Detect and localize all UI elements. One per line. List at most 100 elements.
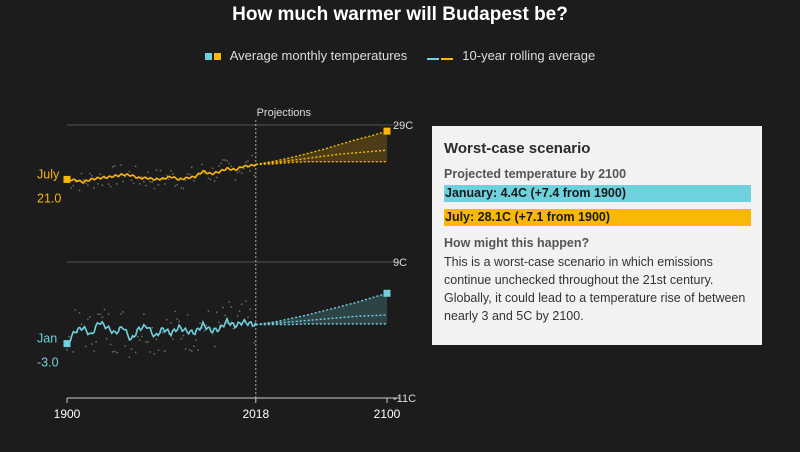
july-monthly-dot xyxy=(174,185,177,187)
january-monthly-dot xyxy=(74,308,77,311)
january-monthly-dot xyxy=(113,350,116,353)
january-projection-mid-line xyxy=(255,314,388,326)
january-monthly-dot xyxy=(172,337,174,340)
january-projection-worst-line xyxy=(255,292,388,326)
july-projection-worst-line xyxy=(255,130,388,166)
july-monthly-dot xyxy=(72,184,75,187)
july-monthly-dot xyxy=(107,183,110,186)
july-monthly-dot xyxy=(130,179,133,182)
january-monthly-dot xyxy=(147,341,150,343)
july-monthly-dot xyxy=(253,174,256,177)
july-monthly-dot xyxy=(234,179,237,181)
january-monthly-dot xyxy=(97,313,100,316)
july-monthly-dot xyxy=(244,161,247,164)
january-monthly-dot xyxy=(188,349,191,351)
january-monthly-dot xyxy=(80,323,83,326)
january-monthly-dot xyxy=(130,348,133,350)
july-monthly-dot xyxy=(149,180,152,183)
july-monthly-dot xyxy=(226,159,229,162)
january-monthly-dot xyxy=(134,351,137,354)
january-monthly-dot xyxy=(240,303,243,306)
july-monthly-dot xyxy=(188,173,191,176)
projection-bands xyxy=(255,130,388,326)
x-tick-1900: 1900 xyxy=(54,407,81,421)
january-monthly-dot xyxy=(107,313,110,316)
july-monthly-dot xyxy=(224,159,226,161)
january-monthly-dot xyxy=(122,311,125,313)
january-monthly-dot xyxy=(186,313,189,316)
january-monthly-dot xyxy=(149,351,152,353)
july-projection-low-line xyxy=(255,161,387,166)
july-series-label: July xyxy=(37,167,60,181)
july-end-marker xyxy=(383,127,391,135)
july-monthly-dot xyxy=(220,162,222,165)
january-series-label: Jan xyxy=(37,332,57,346)
y-label-29c: 29C xyxy=(393,120,413,132)
january-monthly-dot xyxy=(244,300,247,303)
july-monthly-dot xyxy=(249,170,251,172)
january-monthly-dot xyxy=(192,345,195,348)
july-monthly-dot xyxy=(147,171,150,174)
legend-rolling: 10-year rolling average xyxy=(427,48,595,63)
january-monthly-dot xyxy=(78,311,81,314)
january-monthly-dot xyxy=(224,314,226,317)
july-monthly-dot xyxy=(111,165,114,168)
january-monthly-dot xyxy=(182,334,185,337)
january-end-marker xyxy=(383,289,391,297)
january-monthly-dot xyxy=(174,310,177,313)
january-monthly-dot xyxy=(170,322,172,324)
january-monthly-dot xyxy=(95,340,98,343)
july-monthly-dot xyxy=(93,187,95,189)
january-monthly-dot xyxy=(215,311,218,314)
monthly-swatch-icon xyxy=(204,48,223,63)
january-monthly-dot xyxy=(155,338,158,341)
january-monthly-dot xyxy=(101,316,104,319)
july-monthly-dot xyxy=(240,172,243,175)
july-monthly-dot xyxy=(238,170,241,172)
july-monthly-dot xyxy=(116,183,118,185)
july-monthly-dot xyxy=(140,176,143,178)
january-monthly-dot xyxy=(143,313,145,316)
july-result: July: 28.1C (+7.1 from 1900) xyxy=(444,209,751,226)
july-monthly-dot xyxy=(222,159,224,161)
january-monthly-dot xyxy=(68,335,70,338)
july-monthly-dot xyxy=(170,170,172,172)
january-start-marker xyxy=(63,340,71,348)
july-monthly-dot xyxy=(190,166,193,169)
legend-rolling-label: 10-year rolling average xyxy=(462,48,596,63)
july-monthly-dot xyxy=(192,179,195,182)
january-monthly-dot xyxy=(128,356,131,358)
january-monthly-dot xyxy=(157,349,160,352)
july-monthly-dot xyxy=(151,181,154,184)
january-monthly-dot xyxy=(232,327,235,330)
january-monthly-dot xyxy=(253,341,256,344)
july-monthly-dot xyxy=(213,180,216,182)
july-monthly-dot xyxy=(236,171,239,174)
july-monthly-dot xyxy=(84,182,87,185)
july-rolling-line xyxy=(66,163,257,185)
january-monthly-dot xyxy=(72,351,75,353)
january-monthly-dot xyxy=(222,306,224,309)
january-monthly-dot xyxy=(91,343,93,345)
january-monthly-dot xyxy=(247,316,249,319)
july-monthly-dot xyxy=(228,162,231,165)
july-monthly-dot xyxy=(209,178,212,181)
january-monthly-dot xyxy=(153,353,156,355)
january-monthly-dot xyxy=(213,345,216,348)
chart-title: How much warmer will Budapest be? xyxy=(232,4,568,25)
july-monthly-dot xyxy=(145,184,147,187)
january-monthly-dot xyxy=(178,320,181,323)
january-monthly-dot xyxy=(161,331,164,334)
x-tick-2100: 2100 xyxy=(374,407,401,421)
rolling-swatch-icon xyxy=(427,48,455,63)
july-monthly-dot xyxy=(132,182,135,185)
july-monthly-dot xyxy=(172,173,174,175)
january-start-value-label: -3.0 xyxy=(37,356,59,370)
january-monthly-dot xyxy=(197,349,199,351)
july-monthly-dot xyxy=(168,178,170,181)
scenario-body: This is a worst-case scenario in which e… xyxy=(444,255,746,323)
july-monthly-dot xyxy=(201,163,204,166)
january-monthly-dot xyxy=(163,350,166,352)
july-monthly-dot xyxy=(120,164,122,166)
january-monthly-dot xyxy=(140,335,143,338)
